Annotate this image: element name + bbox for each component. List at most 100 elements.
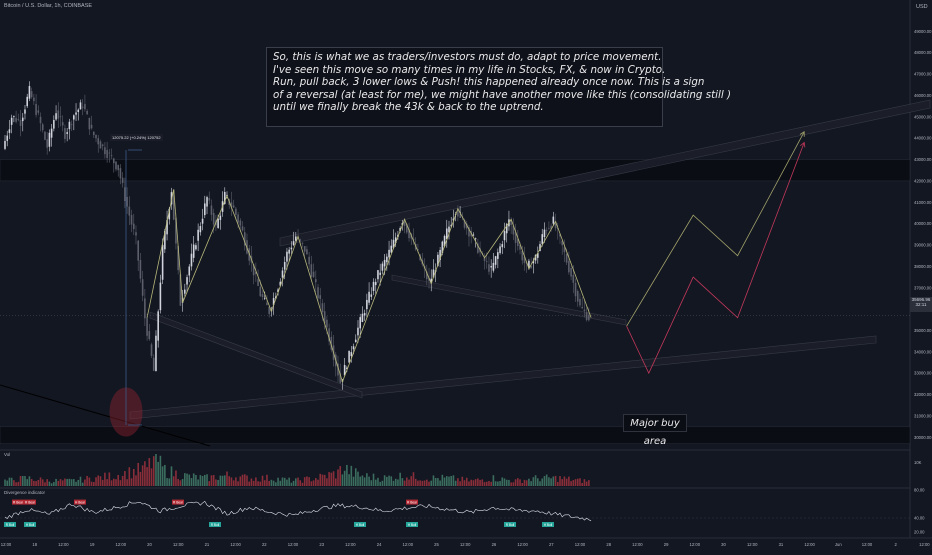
volume-bar — [563, 476, 566, 486]
candle-body — [472, 234, 475, 236]
volume-bar — [93, 482, 95, 486]
candle-body — [93, 131, 95, 136]
volume-bar — [485, 481, 488, 486]
volume-bar — [541, 478, 544, 486]
bull-tag — [406, 522, 418, 527]
projection-up-path-arrowhead — [799, 131, 805, 137]
candle-body — [237, 214, 239, 223]
candle-body — [146, 317, 148, 336]
time-axis-label: Jun — [835, 542, 842, 547]
time-axis-label: 26 — [492, 542, 497, 547]
candle-body — [326, 319, 328, 328]
volume-bar — [583, 479, 586, 486]
candle-body — [528, 260, 530, 269]
price-zone — [0, 159, 911, 182]
candle-body — [137, 240, 139, 261]
volume-bar — [37, 479, 40, 486]
candle-body — [161, 244, 164, 280]
time-axis-label: 12:00 — [690, 542, 701, 547]
bull-tag-label: H Bull — [544, 523, 553, 527]
volume-bar — [97, 475, 100, 486]
volume-bar — [121, 475, 124, 486]
candle-body — [148, 331, 151, 340]
candle-body — [53, 120, 55, 129]
volume-bar — [297, 477, 299, 486]
volume-bar — [514, 479, 517, 486]
volume-bar — [401, 478, 404, 486]
analysis-note: So, this is what we as traders/investors… — [266, 47, 732, 127]
volume-bar — [379, 481, 381, 486]
volume-axis-label: 10K — [914, 460, 922, 465]
candle-body — [199, 226, 202, 233]
candle-body — [477, 243, 479, 253]
candle-body — [179, 274, 182, 306]
candle-body — [348, 350, 350, 363]
volume-bar — [490, 481, 492, 486]
candle-body — [95, 134, 97, 139]
candle-body — [321, 303, 324, 313]
volume-bar — [219, 475, 222, 486]
candle-body — [565, 254, 568, 263]
volume-bar — [172, 476, 175, 486]
candle-body — [110, 155, 113, 157]
candle-body — [55, 113, 57, 120]
major-buy-area-label: Major buy area — [623, 414, 687, 447]
volume-bar — [290, 482, 293, 486]
volume-bar — [585, 481, 588, 486]
diagonal-trendline — [0, 384, 211, 447]
volume-bar — [559, 476, 561, 486]
candle-body — [359, 317, 361, 329]
time-axis-label: 28 — [606, 542, 611, 547]
candle-body — [370, 294, 373, 297]
volume-bar — [530, 481, 532, 486]
volume-bar — [128, 467, 131, 486]
candle-body — [150, 344, 153, 356]
candle-body — [517, 238, 519, 247]
candle-body — [15, 117, 17, 122]
volume-bar — [266, 474, 268, 486]
candle-body — [417, 249, 419, 251]
projection-up-path — [626, 131, 805, 327]
volume-bar — [570, 481, 572, 486]
volume-bar — [263, 480, 266, 486]
candle-body — [252, 264, 255, 276]
candle-body — [33, 97, 35, 102]
volume-bar — [90, 481, 93, 486]
candle-body — [554, 221, 557, 229]
volume-bar — [519, 479, 521, 486]
bear-tag-label: H Bear — [75, 501, 86, 505]
volume-bar — [521, 482, 524, 486]
time-axis-label: 31 — [779, 542, 784, 547]
volume-bar — [312, 480, 315, 486]
volume-bar — [488, 481, 490, 486]
bear-tag-label: R Bear — [13, 501, 24, 505]
volume-bar — [474, 479, 477, 486]
candle-body — [299, 239, 302, 241]
candle-body — [97, 138, 100, 145]
time-axis-label: 12:00 — [919, 542, 930, 547]
volume-bar — [346, 464, 348, 486]
volume-bar — [397, 479, 399, 486]
price-axis-label: 35000.00 — [914, 328, 932, 333]
bull-tag-label: H Bull — [356, 523, 365, 527]
candle-body — [223, 191, 226, 204]
volume-bar — [108, 472, 111, 486]
candle-body — [430, 278, 433, 284]
candle-body — [268, 306, 270, 314]
candle-body — [532, 260, 535, 264]
bear-tag — [12, 499, 24, 505]
candle-body — [539, 244, 541, 251]
volume-bar — [492, 475, 495, 486]
candle-body — [188, 266, 191, 276]
candle-body — [501, 244, 504, 248]
time-axis-label: 12:00 — [1, 542, 12, 547]
note-line: of a reversal (at least for me), we migh… — [273, 88, 732, 101]
currency-label: USD — [916, 4, 928, 10]
volume-bar — [44, 482, 46, 486]
volume-bar — [368, 476, 370, 486]
bull-tag — [4, 522, 16, 527]
volume-bar — [259, 481, 262, 486]
candle-body — [552, 216, 555, 224]
